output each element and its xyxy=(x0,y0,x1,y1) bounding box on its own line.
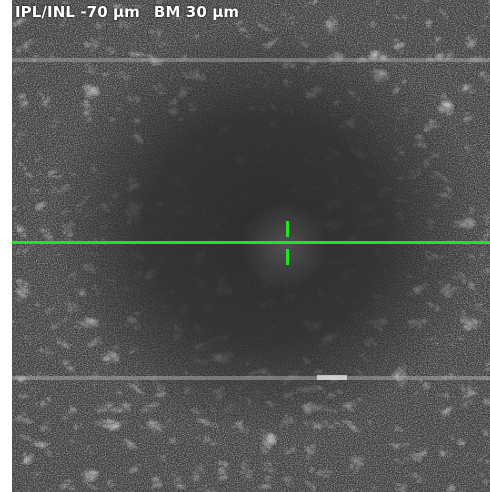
crosshair-vertical-top xyxy=(286,221,289,237)
horizontal-scan-line[interactable] xyxy=(12,241,490,244)
artifact-line-bottom xyxy=(12,376,490,380)
slab-label: IPL/INL -70 µm BM 30 µm xyxy=(15,2,239,22)
layer-label: IPL/INL -70 µm xyxy=(15,3,140,21)
crosshair-vertical-bottom xyxy=(286,249,289,265)
fovea-crosshair[interactable] xyxy=(280,221,296,265)
artifact-line-top xyxy=(12,58,490,62)
offset-label: BM 30 µm xyxy=(153,3,240,21)
oct-angiography-image[interactable]: IPL/INL -70 µm BM 30 µm xyxy=(12,0,490,492)
oct-scan-texture xyxy=(12,0,490,492)
